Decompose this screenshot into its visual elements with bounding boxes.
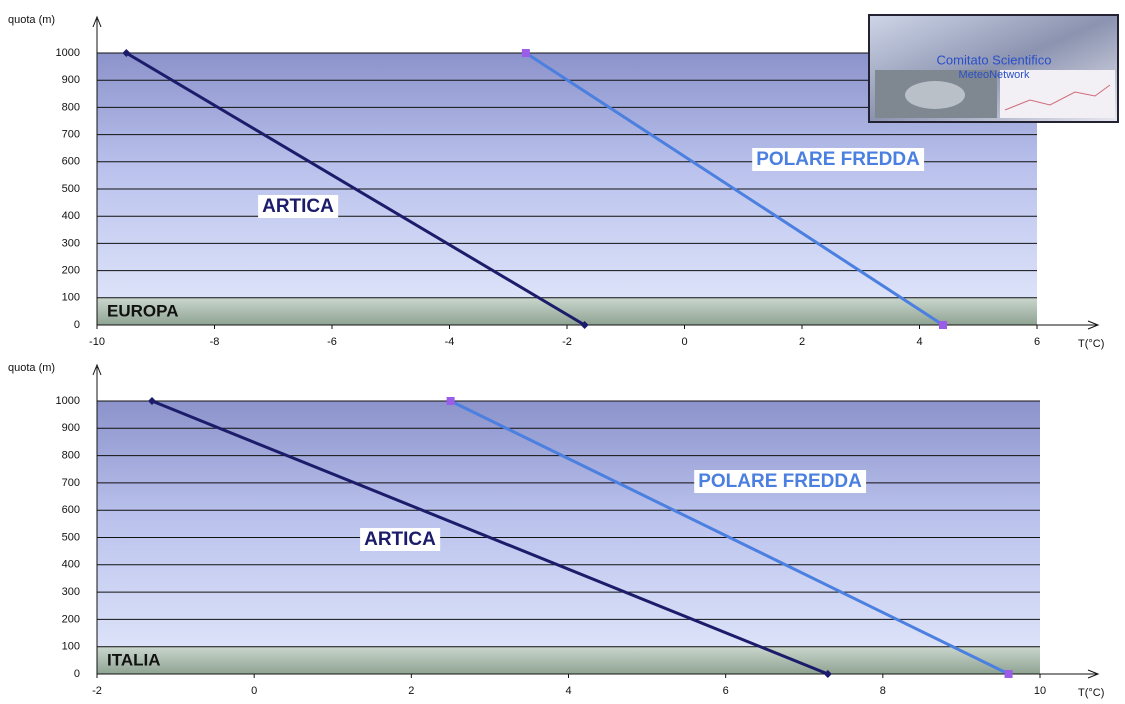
series-label: POLARE FREDDA [756, 149, 920, 170]
logo-text: MeteoNetwork [959, 69, 1030, 81]
y-tick-label: 800 [62, 101, 80, 113]
x-tick-label: -8 [210, 336, 220, 348]
x-tick-label: 8 [880, 685, 886, 697]
y-tick-label: 1000 [56, 395, 80, 407]
y-tick-label: 400 [62, 210, 80, 222]
ground-band [97, 647, 1040, 674]
y-tick-label: 0 [74, 319, 80, 331]
y-tick-label: 900 [62, 74, 80, 86]
x-tick-label: 0 [681, 336, 687, 348]
x-tick-label: 0 [251, 685, 257, 697]
x-tick-label: -2 [92, 685, 102, 697]
logo-text: Comitato Scientifico [937, 52, 1052, 67]
x-tick-label: 6 [723, 685, 729, 697]
y-tick-label: 200 [62, 265, 80, 277]
x-tick-label: 4 [916, 336, 922, 348]
y-tick-label: 200 [62, 613, 80, 625]
x-tick-label: 2 [799, 336, 805, 348]
x-tick-label: 2 [408, 685, 414, 697]
data-point [447, 397, 455, 405]
plot-background [97, 401, 1040, 647]
y-tick-label: 300 [62, 237, 80, 249]
y-tick-label: 600 [62, 156, 80, 168]
series-label: ARTICA [262, 196, 334, 217]
y-tick-label: 300 [62, 586, 80, 598]
x-tick-label: 10 [1034, 685, 1046, 697]
y-tick-label: 100 [62, 292, 80, 304]
y-tick-label: 0 [74, 668, 80, 680]
y-axis-label: quota (m) [8, 14, 55, 26]
y-tick-label: 400 [62, 559, 80, 571]
data-point [939, 321, 947, 329]
y-tick-label: 700 [62, 477, 80, 489]
ground-band [97, 298, 1037, 325]
region-label: ITALIA [107, 650, 161, 669]
x-tick-label: -2 [562, 336, 572, 348]
logo: Comitato Scientifico MeteoNetwork [869, 15, 1118, 122]
series-label: POLARE FREDDA [698, 471, 862, 492]
x-tick-label: -6 [327, 336, 337, 348]
y-tick-label: 900 [62, 422, 80, 434]
y-tick-label: 500 [62, 183, 80, 195]
y-tick-label: 800 [62, 450, 80, 462]
y-tick-label: 600 [62, 504, 80, 516]
series-label: ARTICA [364, 529, 436, 550]
y-axis-label: quota (m) [8, 362, 55, 374]
x-tick-label: 4 [565, 685, 571, 697]
y-tick-label: 100 [62, 641, 80, 653]
x-tick-label: -10 [89, 336, 105, 348]
x-tick-label: -4 [445, 336, 455, 348]
chart-page: 01002003004005006007008009001000-10-8-6-… [0, 0, 1125, 704]
data-point [1005, 670, 1013, 678]
x-axis-label: T(°C) [1078, 687, 1104, 699]
x-tick-label: 6 [1034, 336, 1040, 348]
y-tick-label: 1000 [56, 47, 80, 59]
y-tick-label: 500 [62, 531, 80, 543]
y-tick-label: 700 [62, 129, 80, 141]
x-axis-label: T(°C) [1078, 338, 1104, 350]
data-point [522, 49, 530, 57]
region-label: EUROPA [107, 301, 178, 320]
